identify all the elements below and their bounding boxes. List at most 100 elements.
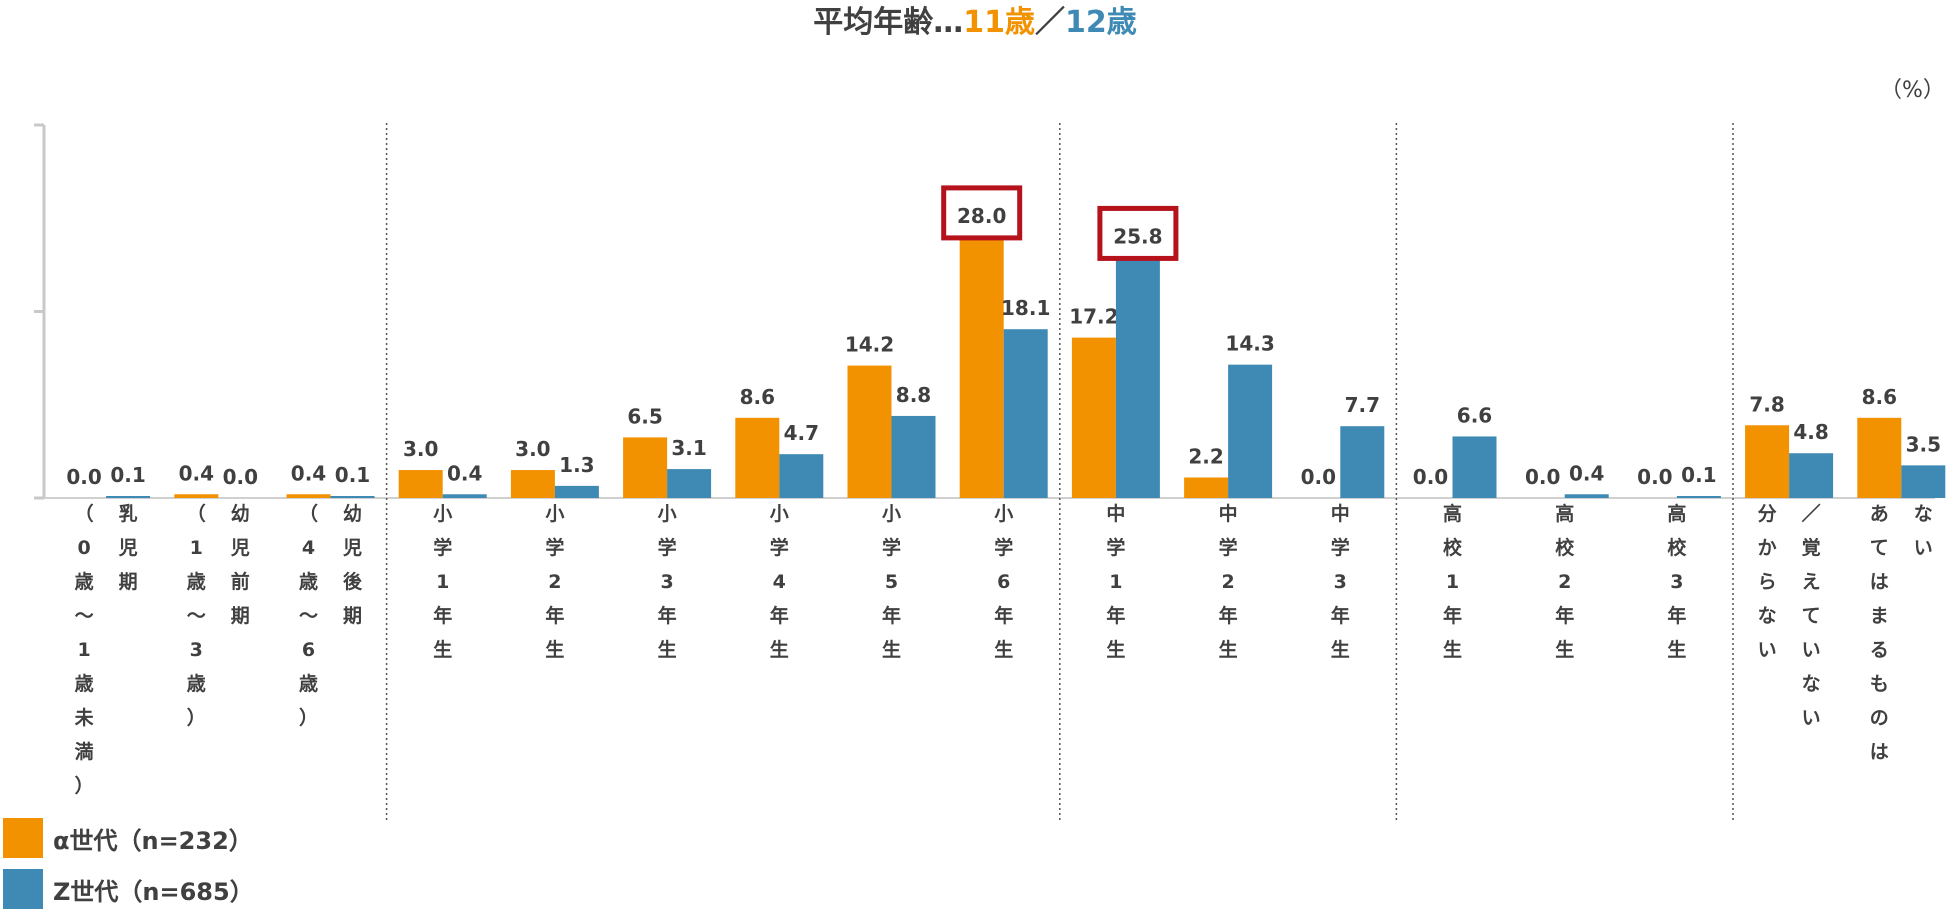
value-label-s1-c10: 14.3	[1225, 332, 1274, 356]
category-label-c13: 高校 2 年生	[1555, 502, 1575, 661]
bar-s0-c5	[623, 437, 668, 498]
value-label-s0-c2: 0.4	[291, 461, 326, 485]
value-label-s1-c11: 7.7	[1345, 393, 1380, 417]
category-label-c2-col0: （4 歳〜 6 歳）	[299, 502, 318, 729]
bar-s0-c7	[847, 365, 892, 498]
value-label-s0-c1: 0.4	[179, 461, 214, 485]
category-label-c5: 小学 3 年生	[658, 503, 677, 661]
value-label-s0-c13: 0.0	[1525, 465, 1560, 489]
category-label-c12: 高校 1 年生	[1443, 502, 1463, 661]
bar-s1-c10	[1228, 364, 1273, 498]
title-prefix: 平均年齢…	[813, 5, 964, 40]
bar-s1-c12	[1452, 436, 1497, 498]
category-label-c6: 小学 4 年生	[770, 503, 789, 661]
bar-s0-c4	[510, 470, 555, 498]
bar-s1-c5	[667, 469, 712, 498]
category-label-c2-col1: 幼児後期	[342, 502, 363, 627]
value-label-s0-c15: 7.8	[1749, 392, 1784, 416]
value-label-s1-c2: 0.1	[335, 463, 370, 487]
value-label-s1-c15: 4.8	[1793, 420, 1828, 444]
value-label-s0-c12: 0.0	[1413, 465, 1448, 489]
highlight-box-s0-c8	[941, 185, 1023, 241]
bar-s1-c14	[1676, 496, 1721, 498]
chart-title: 平均年齢…11歳／12歳	[0, 0, 1950, 46]
value-label-s0-c9: 17.2	[1069, 305, 1118, 329]
category-label-c14: 高校 3 年生	[1667, 502, 1687, 661]
category-label-c8: 小学 6 年生	[994, 503, 1013, 661]
legend-item-z: Z世代（n=685）	[3, 869, 254, 909]
value-label-s0-c5: 6.5	[627, 404, 662, 428]
value-label-s0-c4: 3.0	[515, 437, 550, 461]
bar-s1-c3	[442, 494, 487, 498]
legend-label-z: Z世代（n=685）	[53, 877, 254, 906]
bar-s0-c6	[735, 417, 780, 498]
title-z-age: 12歳	[1065, 5, 1137, 40]
value-label-s1-c13: 0.4	[1569, 461, 1604, 485]
unit-label: （%）	[1880, 78, 1945, 103]
value-label-s1-c7: 8.8	[896, 383, 931, 407]
value-label-s0-c0: 0.0	[66, 465, 101, 489]
value-label-s0-c11: 0.0	[1301, 465, 1336, 489]
category-label-c16-col0: あてはまるものは	[1870, 503, 1889, 763]
bar-s0-c15	[1745, 425, 1790, 498]
legend: α世代（n=232） Z世代（n=685）	[3, 818, 254, 920]
bar-s1-c4	[554, 485, 599, 498]
value-label-s1-c9: 25.8	[1113, 224, 1162, 248]
bar-s0-c3	[398, 470, 443, 498]
category-label-c0-col0: （0 歳〜 1 歳未満）	[74, 502, 94, 797]
category-label-c10: 中学 2 年生	[1219, 502, 1238, 661]
value-label-s1-c0: 0.1	[110, 463, 145, 487]
category-label-c11: 中学 3 年生	[1331, 502, 1350, 661]
bar-s1-c6	[779, 454, 824, 498]
value-label-s1-c14: 0.1	[1681, 463, 1716, 487]
bar-s0-c10	[1184, 477, 1229, 498]
value-label-s0-c16: 8.6	[1862, 385, 1897, 409]
value-label-s1-c4: 1.3	[559, 453, 594, 477]
category-label-c16-col1: ない	[1914, 503, 1933, 559]
bar-s1-c15	[1789, 453, 1834, 498]
bar-s1-c13	[1564, 494, 1609, 498]
bar-s1-c7	[891, 415, 936, 498]
bar-s0-c8	[959, 236, 1004, 498]
legend-label-alpha: α世代（n=232）	[53, 826, 253, 855]
category-label-c1-col0: （1 歳〜 3 歳）	[187, 502, 206, 729]
bar-s0-c1	[174, 494, 219, 498]
category-label-c3: 小学 1 年生	[433, 503, 452, 661]
category-label-c15-col1: ／覚えていない	[1802, 502, 1821, 729]
title-alpha-age: 11歳	[963, 5, 1035, 40]
legend-swatch-z	[3, 869, 43, 909]
category-label-c0-col1: 乳児期	[118, 502, 138, 593]
value-label-s0-c8: 28.0	[957, 204, 1006, 228]
value-label-s1-c1: 0.0	[223, 465, 258, 489]
bar-s0-c9	[1071, 337, 1116, 498]
bar-s1-c2	[330, 496, 375, 498]
category-label-c4: 小学 2 年生	[545, 503, 564, 661]
value-label-s1-c5: 3.1	[671, 436, 706, 460]
bar-s0-c16	[1857, 417, 1902, 498]
bar-s1-c9	[1115, 257, 1160, 498]
title-separator: ／	[1035, 5, 1065, 40]
legend-swatch-alpha	[3, 818, 43, 858]
value-label-s0-c14: 0.0	[1637, 465, 1672, 489]
value-label-s0-c7: 14.2	[845, 333, 894, 357]
value-label-s0-c3: 3.0	[403, 437, 438, 461]
legend-item-alpha: α世代（n=232）	[3, 818, 254, 858]
value-label-s1-c6: 4.7	[784, 421, 819, 445]
category-label-c1-col1: 幼児前期	[230, 502, 250, 627]
highlight-box-s1-c9	[1097, 205, 1179, 261]
value-label-s1-c8: 18.1	[1001, 296, 1050, 320]
bar-s1-c0	[106, 496, 151, 498]
category-label-c15-col0: 分からない	[1758, 503, 1777, 661]
bar-s1-c16	[1901, 465, 1946, 498]
value-label-s1-c12: 6.6	[1457, 403, 1492, 427]
value-label-s0-c6: 8.6	[740, 385, 775, 409]
bar-s1-c11	[1340, 426, 1385, 498]
bar-s1-c8	[1003, 329, 1048, 498]
value-label-s0-c10: 2.2	[1188, 444, 1223, 468]
value-label-s1-c16: 3.5	[1906, 432, 1941, 456]
category-label-c7: 小学 5 年生	[882, 503, 901, 661]
value-label-s1-c3: 0.4	[447, 461, 482, 485]
category-label-c9: 中学 1 年生	[1106, 502, 1125, 661]
bar-s0-c2	[286, 494, 331, 498]
